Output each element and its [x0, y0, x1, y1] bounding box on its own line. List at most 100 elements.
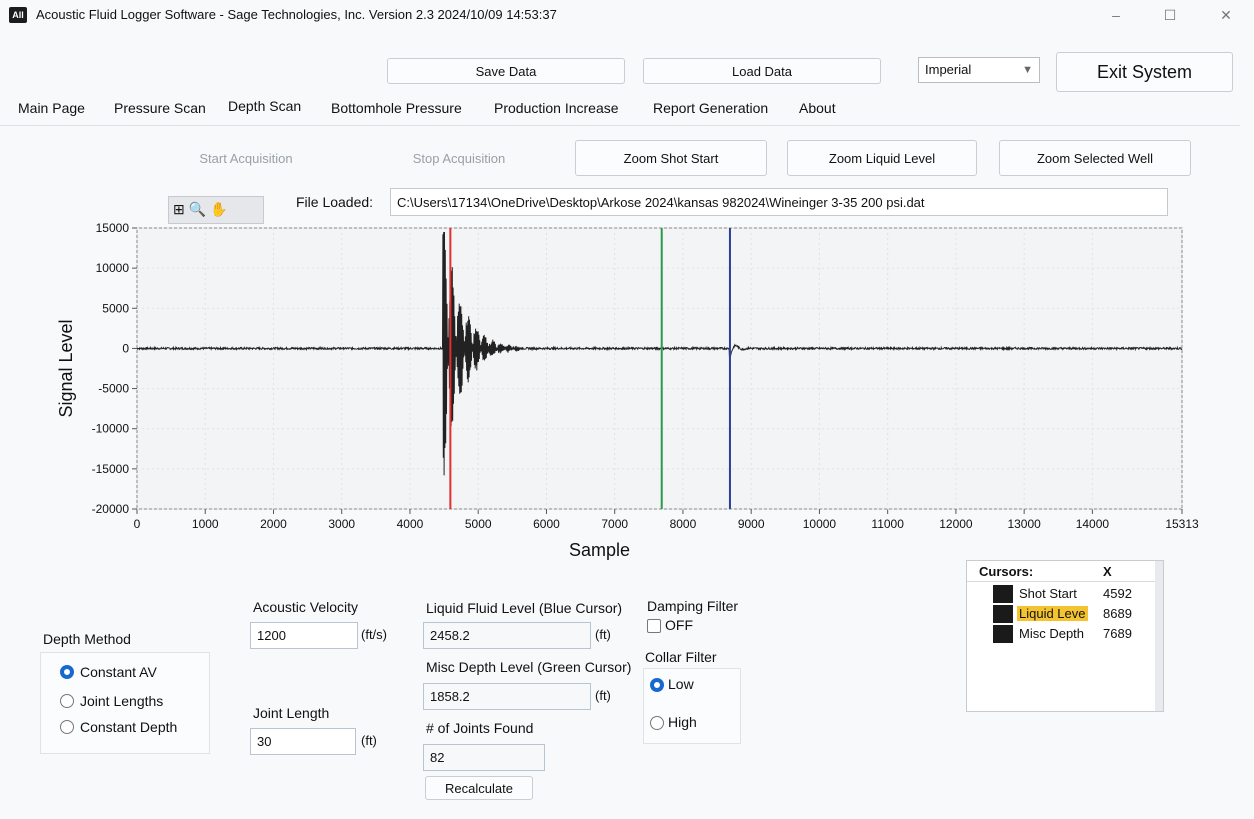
y-tick-label: -15000 — [92, 462, 130, 476]
window-title: Acoustic Fluid Logger Software - Sage Te… — [36, 7, 557, 22]
x-tick-label: 13000 — [1007, 517, 1041, 531]
y-tick-label: 15000 — [96, 221, 130, 235]
tab-pressure-scan[interactable]: Pressure Scan — [114, 100, 206, 116]
tab-report-generation[interactable]: Report Generation — [653, 100, 769, 116]
x-tick-label: 14000 — [1076, 517, 1110, 531]
save-data-button[interactable]: Save Data — [387, 58, 625, 84]
x-tick-label: 6000 — [533, 517, 560, 531]
joint-length-label: Joint Length — [253, 705, 330, 721]
cursors-scrollbar[interactable] — [1155, 561, 1163, 711]
liquid-level-swatch — [993, 605, 1013, 623]
x-tick-label: 7000 — [601, 517, 628, 531]
misc-depth-label: Misc Depth Level (Green Cursor) — [426, 659, 632, 675]
tab-bottomhole-pressure[interactable]: Bottomhole Pressure — [331, 100, 462, 116]
x-tick-label: 2000 — [260, 517, 287, 531]
constant-depth-radio[interactable] — [60, 720, 74, 734]
y-tick-label: -5000 — [98, 382, 129, 396]
zoom-shot-start-button[interactable]: Zoom Shot Start — [575, 140, 767, 176]
misc-depth-field: 1858.2 — [423, 683, 591, 710]
x-tick-label: 11000 — [871, 517, 904, 531]
close-icon[interactable]: ✕ — [1220, 7, 1232, 23]
shot-start-name[interactable]: Shot Start — [1019, 586, 1077, 601]
collar-high-label: High — [668, 714, 697, 730]
load-data-button[interactable]: Load Data — [643, 58, 881, 84]
file-path-field: C:\Users\17134\OneDrive\Desktop\Arkose 2… — [390, 188, 1168, 216]
tab-divider — [0, 125, 1240, 126]
collar-filter-label: Collar Filter — [645, 649, 717, 665]
x-tick-label: 10000 — [803, 517, 837, 531]
misc-depth-swatch — [993, 625, 1013, 643]
x-tick-label: 8000 — [670, 517, 697, 531]
y-tick-label: -10000 — [92, 422, 130, 436]
maximize-icon[interactable]: ☐ — [1163, 7, 1177, 23]
cursors-header-divider — [967, 581, 1163, 582]
constant-av-radio[interactable] — [60, 665, 74, 679]
liquid-level-x: 8689 — [1103, 606, 1132, 621]
cursors-x-header: X — [1103, 564, 1112, 579]
joint-lengths-label: Joint Lengths — [80, 693, 164, 709]
graph-tool-palette[interactable]: ⊞ 🔍 ✋ — [168, 196, 264, 224]
damping-filter-state: OFF — [665, 617, 693, 633]
x-axis-label: Sample — [569, 540, 630, 560]
x-tick-label: 12000 — [939, 517, 973, 531]
joint-lengths-radio[interactable] — [60, 694, 74, 708]
x-tick-label: 4000 — [397, 517, 424, 531]
signal-trace — [136, 231, 1183, 476]
misc-depth-name[interactable]: Misc Depth — [1019, 626, 1085, 641]
liquid-level-label: Liquid Fluid Level (Blue Cursor) — [426, 600, 623, 616]
damping-filter-label: Damping Filter — [647, 598, 739, 614]
x-tick-label: 15313 — [1165, 517, 1199, 531]
plot-area[interactable] — [136, 227, 1183, 510]
tab-main-page[interactable]: Main Page — [18, 100, 85, 116]
depth-method-label: Depth Method — [43, 631, 131, 647]
y-tick-label: 5000 — [102, 301, 129, 315]
y-tick-label: -20000 — [92, 502, 130, 516]
damping-filter-checkbox[interactable] — [647, 619, 661, 633]
x-tick-label: 0 — [134, 517, 141, 531]
exit-system-button[interactable]: Exit System — [1056, 52, 1233, 92]
cursors-header: Cursors: — [979, 564, 1034, 579]
tab-about[interactable]: About — [799, 100, 836, 116]
acoustic-velocity-unit: (ft/s) — [361, 627, 387, 642]
liquid-level-field: 2458.2 — [423, 622, 591, 649]
acoustic-velocity-input[interactable]: 1200 — [250, 622, 358, 649]
x-tick-label: 3000 — [328, 517, 355, 531]
joint-length-input[interactable]: 30 — [250, 728, 356, 755]
joints-found-field: 82 — [423, 744, 545, 771]
units-select-value: Imperial — [925, 62, 972, 77]
tab-production-increase[interactable]: Production Increase — [494, 100, 619, 116]
liquid-level-name[interactable]: Liquid Leve — [1017, 606, 1088, 621]
cursors-panel[interactable]: Cursors: X Shot Start 4592 Liquid Leve 8… — [966, 560, 1164, 712]
misc-depth-unit: (ft) — [595, 688, 611, 703]
constant-depth-label: Constant Depth — [80, 719, 178, 735]
app-icon: All — [9, 7, 27, 23]
joint-length-unit: (ft) — [361, 733, 377, 748]
collar-high-radio[interactable] — [650, 716, 664, 730]
title-bar — [0, 0, 1254, 32]
shot-start-x: 4592 — [1103, 586, 1132, 601]
y-tick-label: 0 — [122, 341, 129, 355]
x-tick-label: 1000 — [192, 517, 219, 531]
y-tick-label: 10000 — [96, 261, 130, 275]
chevron-down-icon: ▼ — [1022, 64, 1033, 76]
liquid-level-unit: (ft) — [595, 627, 611, 642]
units-select[interactable]: Imperial ▼ — [918, 57, 1040, 83]
collar-low-label: Low — [668, 676, 694, 692]
signal-chart[interactable]: 0 1000 2000 3000 4000 5000 6000 7000 8000 9000 100… — [0, 216, 1254, 576]
stop-acquisition-button[interactable]: Stop Acquisition — [412, 150, 506, 166]
recalculate-button[interactable]: Recalculate — [425, 776, 533, 800]
x-tick-label: 9000 — [738, 517, 765, 531]
zoom-selected-well-button[interactable]: Zoom Selected Well — [999, 140, 1191, 176]
shot-start-swatch — [993, 585, 1013, 603]
constant-av-label: Constant AV — [80, 664, 157, 680]
start-acquisition-button[interactable]: Start Acquisition — [199, 150, 293, 166]
joints-found-label: # of Joints Found — [426, 720, 534, 736]
acoustic-velocity-label: Acoustic Velocity — [253, 599, 359, 615]
collar-low-radio[interactable] — [650, 678, 664, 692]
tab-depth-scan[interactable]: Depth Scan — [228, 98, 302, 114]
x-tick-label: 5000 — [465, 517, 492, 531]
zoom-liquid-level-button[interactable]: Zoom Liquid Level — [787, 140, 977, 176]
misc-depth-x: 7689 — [1103, 626, 1132, 641]
minimize-icon[interactable]: – — [1112, 7, 1120, 23]
y-axis-label: Signal Level — [56, 319, 76, 417]
